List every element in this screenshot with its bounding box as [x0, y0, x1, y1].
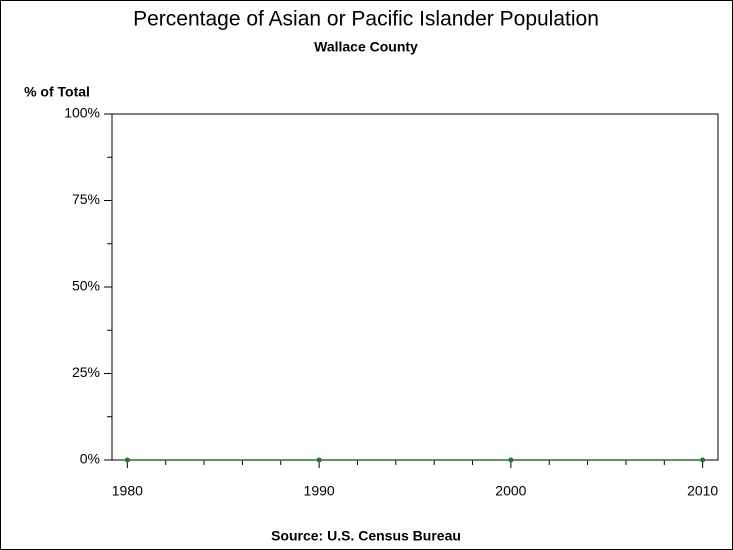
data-point — [700, 457, 706, 463]
chart-title: Percentage of Asian or Pacific Islander … — [133, 8, 599, 31]
x-tick-label: 2000 — [495, 483, 526, 499]
x-tick-label: 1990 — [304, 483, 335, 499]
data-point — [316, 457, 322, 463]
y-tick-label: 100% — [64, 105, 100, 121]
source-note: Source: U.S. Census Bureau — [271, 528, 461, 544]
y-tick-label: 25% — [72, 364, 100, 380]
data-point — [508, 457, 514, 463]
y-tick-label: 0% — [80, 451, 100, 467]
y-tick-label: 75% — [72, 191, 100, 207]
data-point — [124, 457, 130, 463]
y-axis-label: % of Total — [24, 84, 90, 100]
x-tick-label: 2010 — [687, 483, 718, 499]
y-tick-label: 50% — [72, 278, 100, 294]
chart-subtitle: Wallace County — [314, 39, 418, 55]
x-tick-label: 1980 — [112, 483, 143, 499]
